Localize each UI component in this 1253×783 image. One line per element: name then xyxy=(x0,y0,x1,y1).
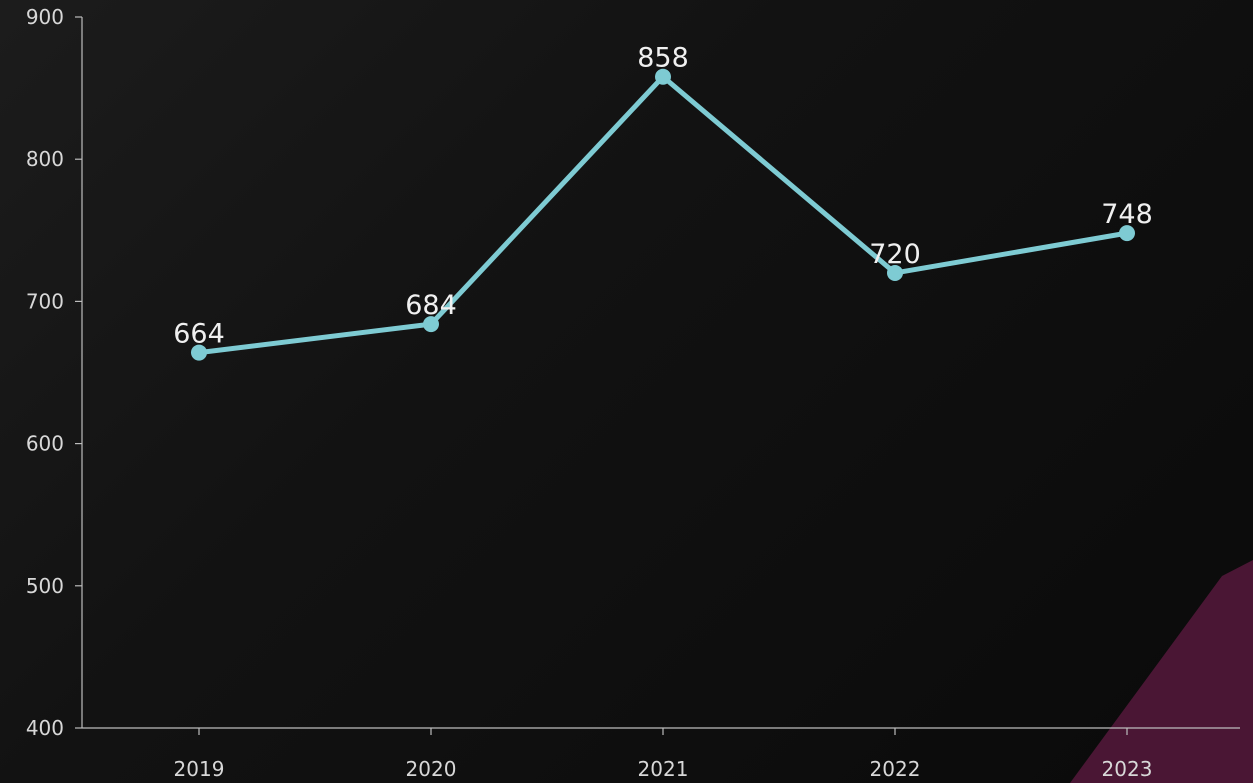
x-axis-ticks: 2019 2020 2021 2022 2023 xyxy=(174,728,1153,781)
data-label: 858 xyxy=(637,43,689,74)
y-tick-label: 700 xyxy=(26,289,64,313)
y-axis-ticks: 400 500 600 700 800 900 xyxy=(26,5,82,740)
data-label: 664 xyxy=(173,319,225,350)
y-tick-label: 900 xyxy=(26,5,64,29)
data-point xyxy=(655,68,671,85)
y-tick-label: 800 xyxy=(26,147,64,171)
series-line xyxy=(196,74,1130,356)
x-tick-label: 2020 xyxy=(406,757,457,781)
x-tick-label: 2019 xyxy=(174,757,225,781)
x-tick-label: 2021 xyxy=(638,757,689,781)
corner-accent-shape xyxy=(1070,560,1253,783)
x-tick-label: 2023 xyxy=(1102,757,1153,781)
x-tick-label: 2022 xyxy=(870,757,921,781)
data-point xyxy=(191,344,207,361)
data-points xyxy=(191,68,1135,361)
data-label: 748 xyxy=(1101,199,1153,230)
data-label: 684 xyxy=(405,290,457,321)
data-label: 720 xyxy=(869,239,921,270)
y-tick-label: 500 xyxy=(26,574,64,598)
data-labels: 664 684 858 720 748 xyxy=(173,43,1153,350)
data-point xyxy=(423,316,439,333)
data-point xyxy=(887,264,903,281)
y-tick-label: 400 xyxy=(26,716,64,740)
y-tick-label: 600 xyxy=(26,432,64,456)
data-point xyxy=(1119,225,1135,242)
